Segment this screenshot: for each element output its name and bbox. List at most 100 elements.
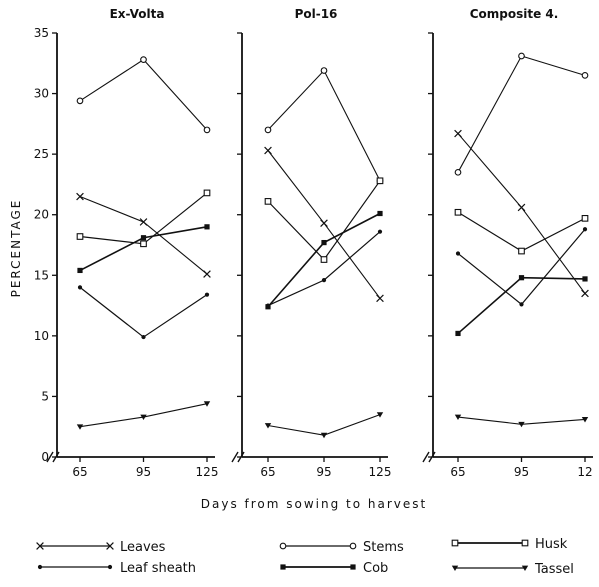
data-point xyxy=(518,275,525,281)
data-point xyxy=(320,432,328,439)
series-line xyxy=(267,414,381,436)
series-husk xyxy=(76,189,211,248)
series-leaf-sheath xyxy=(455,227,588,307)
data-point xyxy=(454,168,462,176)
data-point xyxy=(264,198,272,205)
series-leaf-sheath xyxy=(77,285,210,340)
legend-marker xyxy=(451,539,459,547)
data-point xyxy=(140,240,147,248)
y-tick-label: 35 xyxy=(34,26,49,40)
series-stems xyxy=(454,52,589,176)
y-tick-label: 25 xyxy=(34,147,49,161)
data-point xyxy=(518,247,525,255)
data-point xyxy=(320,219,328,228)
data-point xyxy=(455,251,461,256)
series-leaves xyxy=(76,192,211,278)
legend: Leaves Stems Husk Leaf sheath Cob Tassel xyxy=(36,537,574,577)
y-tick-label: 0 xyxy=(41,450,49,464)
data-point xyxy=(518,421,525,428)
legend-marker xyxy=(521,565,529,571)
data-point xyxy=(376,177,384,185)
data-point xyxy=(203,126,211,134)
legend-marker xyxy=(280,564,286,570)
data-point xyxy=(321,278,327,283)
data-point xyxy=(377,210,383,217)
x-tick-label: 65 xyxy=(450,465,465,479)
series-line xyxy=(267,69,381,182)
x-axis-label: Days from sowing to harvest xyxy=(201,497,427,511)
legend-marker xyxy=(349,542,357,550)
data-point xyxy=(203,189,211,197)
series-husk xyxy=(264,177,384,263)
legend-item-cob: Cob xyxy=(280,561,388,576)
data-point xyxy=(76,192,84,201)
legend-item-leaf-sheath: Leaf sheath xyxy=(37,561,196,576)
legend-item-husk: Husk xyxy=(451,537,568,552)
data-point xyxy=(582,227,588,232)
legend-item-stems: Stems xyxy=(279,540,404,555)
data-point xyxy=(77,267,83,274)
series-stems xyxy=(76,56,211,134)
data-point xyxy=(141,334,146,340)
x-tick-label: 95 xyxy=(316,465,331,479)
data-point xyxy=(454,208,462,216)
data-point xyxy=(204,292,210,297)
panel-2: 65 95 125 Pol-16 xyxy=(231,7,391,479)
data-point xyxy=(264,126,272,134)
data-point xyxy=(140,414,147,421)
legend-marker xyxy=(107,564,113,570)
y-tick-label: 5 xyxy=(41,389,49,403)
legend-label: Tassel xyxy=(534,562,574,577)
legend-item-tassel: Tassel xyxy=(451,562,574,577)
legend-label: Husk xyxy=(535,537,568,552)
x-tick-label: 95 xyxy=(136,465,151,479)
series-tassel xyxy=(264,412,384,439)
legend-item-leaves: Leaves xyxy=(36,540,166,555)
x-tick-label: 12 xyxy=(577,465,592,479)
series-cob xyxy=(455,275,588,337)
data-point xyxy=(377,229,383,234)
data-point xyxy=(581,417,589,423)
panel-title: Composite 4. xyxy=(470,7,559,21)
legend-marker xyxy=(106,542,114,550)
legend-marker xyxy=(279,542,287,550)
data-point xyxy=(265,304,271,310)
x-tick-label: 65 xyxy=(72,465,87,479)
data-point xyxy=(376,294,384,303)
legend-marker xyxy=(350,564,356,570)
legend-label: Stems xyxy=(363,540,404,555)
data-point xyxy=(581,72,589,79)
series-line xyxy=(79,286,208,338)
data-point xyxy=(455,330,461,337)
data-point xyxy=(517,203,526,212)
panel-title: Pol-16 xyxy=(295,7,338,21)
series-stems xyxy=(264,67,384,185)
y-tick-label: 10 xyxy=(34,329,49,343)
y-tick-label: 30 xyxy=(34,87,49,101)
data-point xyxy=(139,218,148,226)
x-tick-label: 95 xyxy=(514,465,529,479)
series-line xyxy=(79,226,208,272)
data-point xyxy=(519,302,524,307)
data-point xyxy=(454,414,462,421)
panel-3: 65 95 12 Composite 4. xyxy=(422,7,593,479)
legend-label: Leaves xyxy=(120,540,166,555)
series-line xyxy=(457,55,586,173)
data-point xyxy=(76,97,84,105)
data-point xyxy=(203,401,211,407)
series-line xyxy=(267,150,381,299)
data-point xyxy=(581,289,589,298)
series-husk xyxy=(454,208,589,255)
data-point xyxy=(581,214,589,222)
series-leaves xyxy=(454,129,589,298)
series-cob xyxy=(77,224,210,274)
data-point xyxy=(582,276,588,282)
legend-label: Leaf sheath xyxy=(120,561,196,576)
series-tassel xyxy=(454,414,589,428)
data-point xyxy=(76,424,84,430)
data-point xyxy=(518,52,525,60)
data-point xyxy=(76,233,84,240)
data-point xyxy=(77,285,83,290)
legend-marker xyxy=(521,539,529,547)
